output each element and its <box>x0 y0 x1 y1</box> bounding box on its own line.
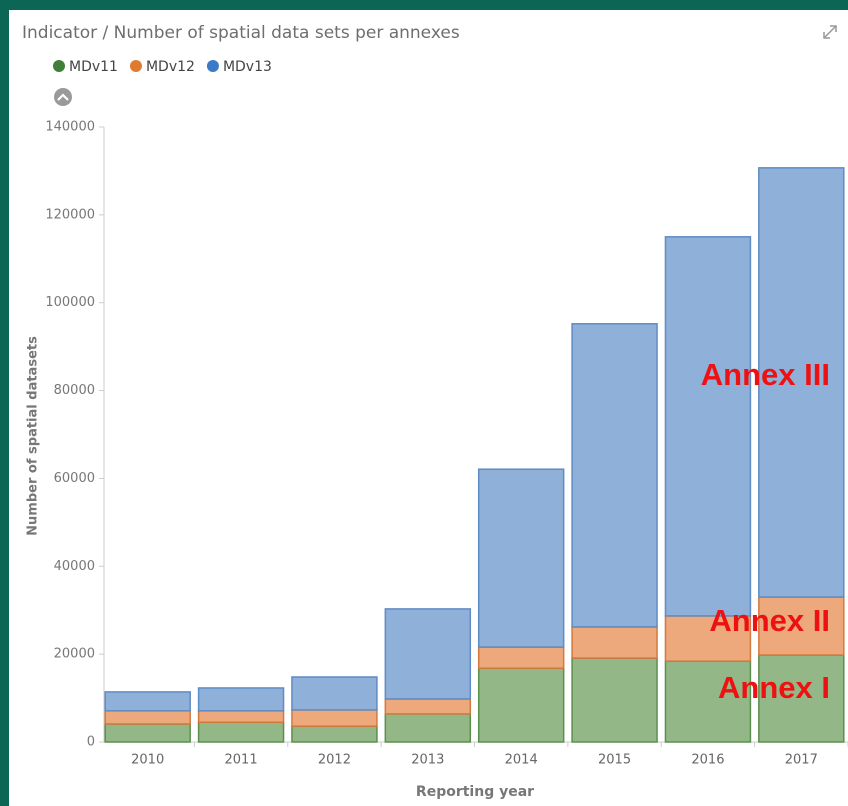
bar-segment <box>104 723 191 743</box>
expand-icon[interactable] <box>823 25 837 39</box>
x-tick-label: 2012 <box>318 753 351 768</box>
y-tick-label: 40000 <box>54 559 95 574</box>
bar-segment <box>291 725 378 743</box>
legend-swatch <box>53 60 65 72</box>
bar-segment <box>477 667 565 743</box>
bar-segment <box>197 687 285 712</box>
bar-segment <box>384 698 472 715</box>
bar-segment <box>384 608 472 700</box>
y-tick-label: 0 <box>87 735 95 750</box>
bar-segment <box>664 660 752 743</box>
bar-segment <box>664 615 752 662</box>
bar-segment <box>197 710 285 723</box>
annotation: Annex III <box>701 357 830 392</box>
x-tick-label: 2010 <box>131 753 164 768</box>
bar-segment <box>758 167 845 598</box>
y-tick-label: 140000 <box>45 120 95 135</box>
legend-label: MDv13 <box>223 59 272 75</box>
bar-segment <box>758 596 845 656</box>
y-tick-label: 80000 <box>54 383 95 398</box>
annotation: Annex II <box>709 603 830 638</box>
bar-segment <box>104 691 191 712</box>
bar-segment <box>664 236 752 617</box>
y-tick-label: 120000 <box>45 207 95 222</box>
x-tick-label: 2014 <box>505 753 538 768</box>
legend-label: MDv12 <box>146 59 195 75</box>
bar-segment <box>477 646 565 669</box>
x-axis-label: Reporting year <box>416 784 534 800</box>
legend-swatch <box>206 60 219 72</box>
bar-segment <box>571 657 658 743</box>
bar-segment <box>197 721 285 743</box>
bar-segment <box>758 654 845 743</box>
bar-segment <box>104 710 191 725</box>
annotation: Annex I <box>718 670 830 705</box>
y-axis-label: Number of spatial datasets <box>26 336 41 536</box>
y-tick-label: 20000 <box>54 647 95 662</box>
collapse-legend-button[interactable] <box>54 88 72 106</box>
bar-segment <box>291 709 378 727</box>
x-tick-label: 2017 <box>785 753 818 768</box>
bar-segment <box>384 713 472 743</box>
y-tick-label: 60000 <box>54 471 95 486</box>
legend-swatch <box>129 60 142 72</box>
bar-segment <box>571 323 658 628</box>
legend-label: MDv11 <box>69 59 118 75</box>
x-tick-label: 2016 <box>691 753 724 768</box>
x-tick-label: 2013 <box>411 753 444 768</box>
chart-title: Indicator / Number of spatial data sets … <box>22 23 460 43</box>
y-tick-label: 100000 <box>45 295 95 310</box>
x-tick-label: 2015 <box>598 753 631 768</box>
bar-segment <box>477 468 565 648</box>
bar-segment <box>571 626 658 659</box>
x-tick-label: 2011 <box>225 753 258 768</box>
bar-segment <box>291 676 378 711</box>
